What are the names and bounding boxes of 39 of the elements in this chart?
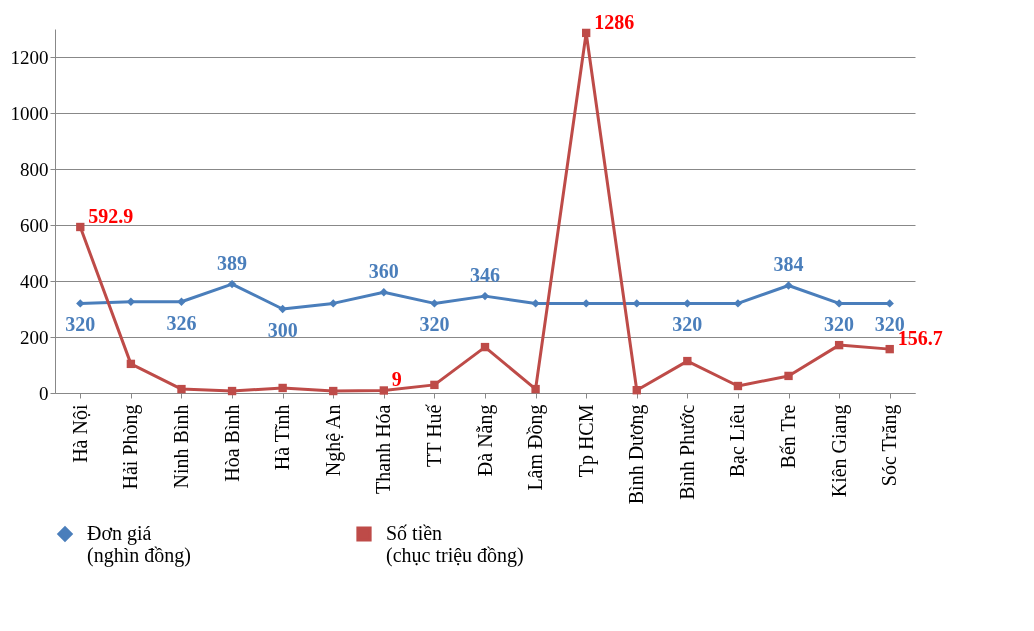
data-label: 320 — [65, 313, 96, 336]
data-label: 326 — [166, 311, 197, 334]
y-tick-label: 1000 — [10, 102, 49, 124]
y-tick-label: 600 — [20, 214, 49, 236]
x-tick-label: Sóc Trăng — [878, 404, 902, 487]
data-label: 320 — [419, 313, 450, 336]
x-tick-label: Bình Phước — [675, 404, 698, 500]
x-tick-label: Thanh Hóa — [372, 404, 395, 494]
data-label: 320 — [824, 313, 855, 336]
data-label: 592.9 — [88, 204, 134, 227]
y-tick-label: 200 — [20, 326, 49, 348]
y-tick-label: 800 — [20, 158, 49, 180]
legend-label: Số tiền (chục triệu đồng) — [386, 522, 524, 567]
x-tick-label: Hà Nội — [68, 404, 91, 463]
x-tick-label: Ninh Bình — [169, 404, 192, 489]
data-label: 300 — [267, 319, 298, 341]
y-tick-label: 0 — [39, 382, 49, 404]
data-label: 1286 — [594, 10, 635, 33]
x-tick-label: Kiên Giang — [827, 404, 851, 498]
data-label: 360 — [368, 260, 399, 283]
data-label: 384 — [773, 253, 804, 276]
x-tick-label: Hải Phòng — [119, 404, 143, 490]
y-tick-label: 1200 — [10, 46, 49, 68]
x-tick-label: Đà Nẵng — [473, 404, 497, 477]
x-tick-label: Bến Tre — [777, 404, 800, 469]
x-tick-label: Tp HCM — [574, 404, 598, 478]
y-tick-label: 400 — [20, 270, 49, 292]
data-label: 389 — [217, 252, 248, 275]
x-tick-label: Hòa Bình — [220, 404, 243, 482]
data-label: 346 — [470, 264, 500, 287]
data-label: 320 — [672, 313, 703, 336]
x-tick-label: Nghệ An — [321, 404, 345, 477]
x-tick-label: Bạc Liêu — [726, 404, 749, 478]
x-tick-label: TT Huế — [422, 403, 445, 467]
x-tick-label: Bình Dương — [625, 404, 649, 505]
x-tick-label: Hà Tĩnh — [271, 404, 294, 471]
legend-label: Đơn giá (nghìn đồng) — [87, 522, 191, 567]
x-tick-label: Lâm Đồng — [524, 404, 548, 491]
data-label: 9 — [391, 368, 402, 391]
